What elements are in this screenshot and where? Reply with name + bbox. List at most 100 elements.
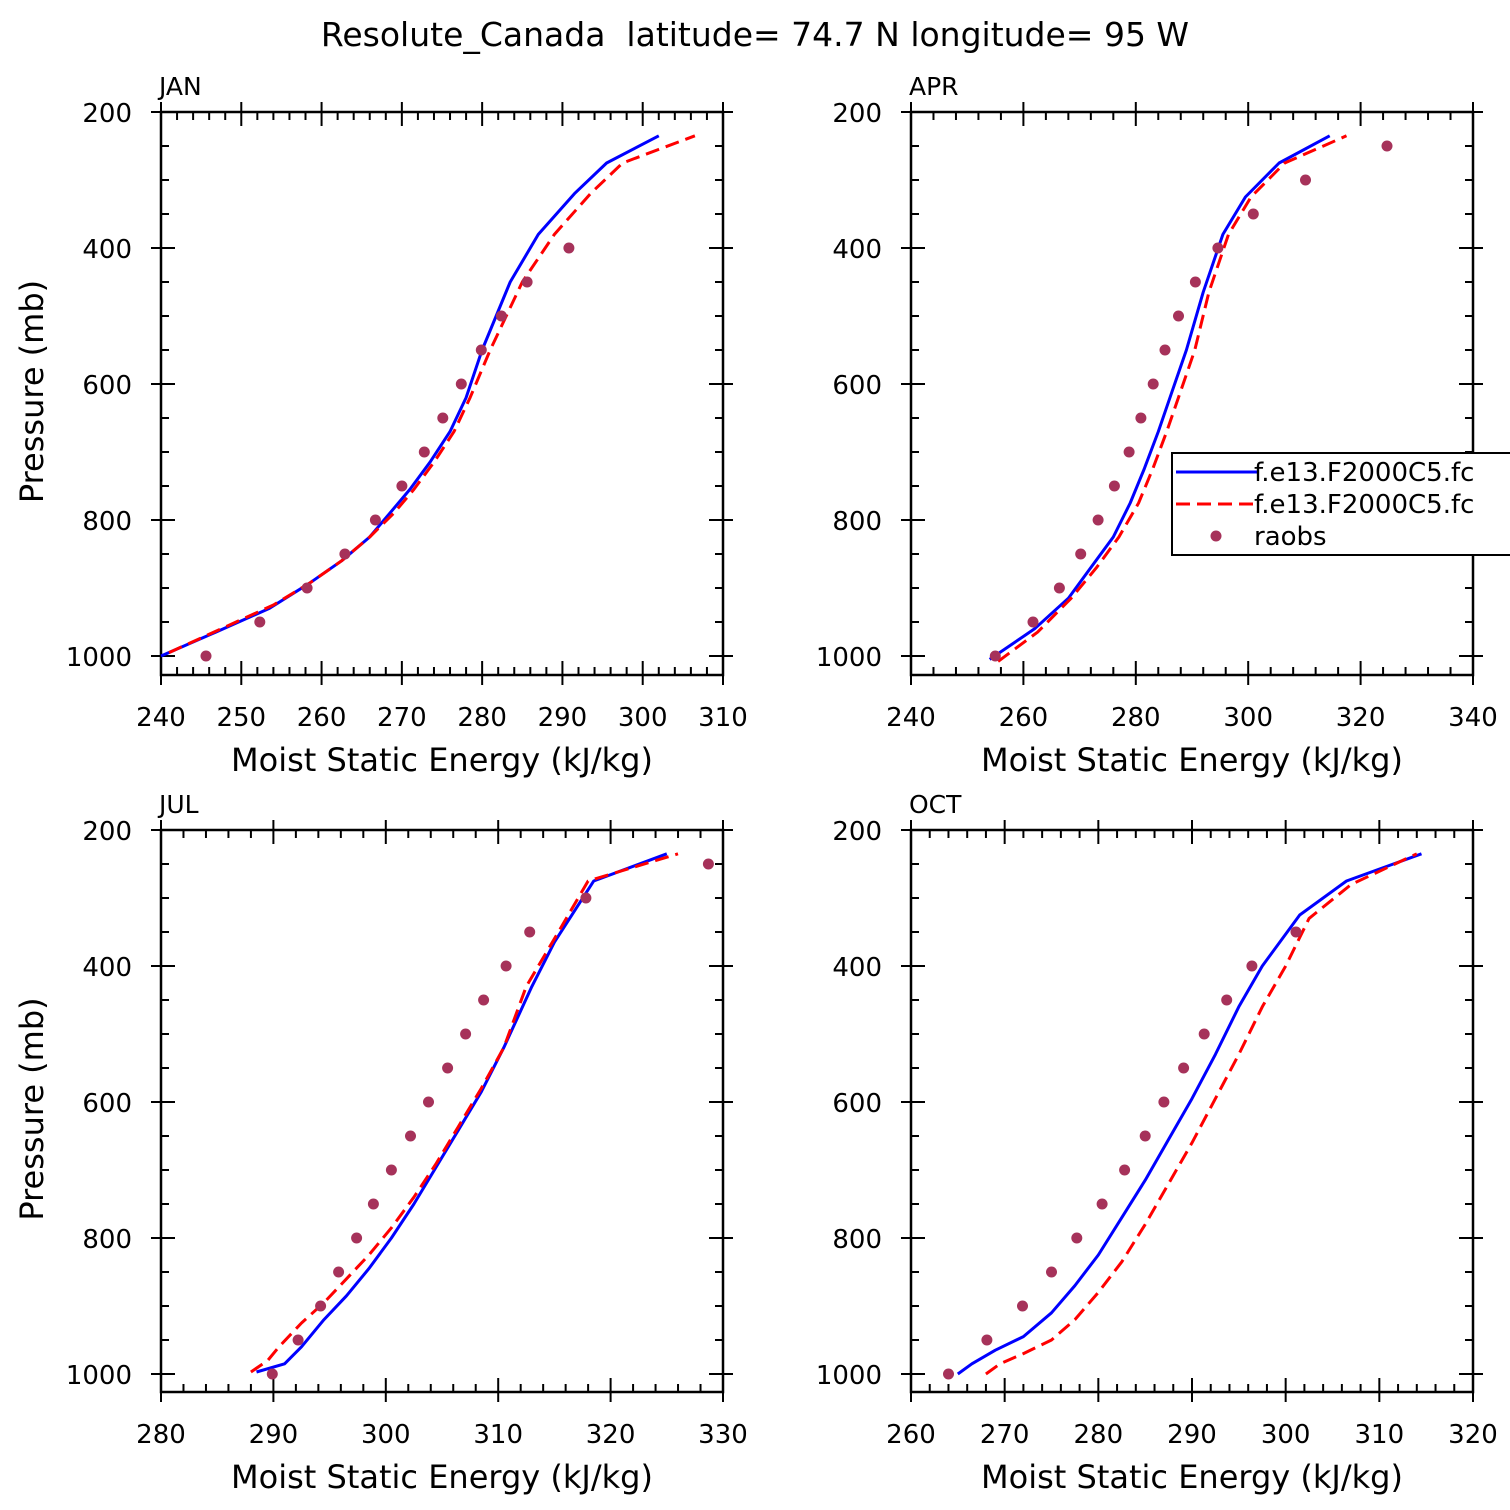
raobs-point [1300, 174, 1311, 186]
raobs-point [367, 1198, 379, 1210]
raobs-point [418, 446, 430, 458]
x-axis-label: Moist Static Energy (kJ/kg) [981, 1458, 1403, 1496]
panel-label: JAN [157, 72, 202, 101]
y-tick-label: 1000 [816, 643, 882, 673]
x-tick-label: 270 [377, 703, 427, 733]
plot-frame [909, 828, 1475, 1394]
y-tick-label: 400 [82, 953, 132, 983]
raobs-point [989, 650, 1001, 662]
panel-apr: 240 260 280 300 320 340 200 400 600 800 1000 APR Moi… [816, 72, 1498, 779]
series-solid-line [988, 134, 1331, 661]
raobs-point [521, 276, 533, 288]
raobs-point [702, 858, 714, 870]
x-tick-label: 280 [1074, 1420, 1124, 1450]
raobs-point [495, 310, 507, 322]
raobs-point [1135, 412, 1147, 424]
y-tick-label: 800 [82, 507, 132, 537]
raobs-point [351, 1232, 363, 1244]
raobs-point [500, 960, 512, 972]
raobs-point [1290, 926, 1302, 938]
y-tick-label: 200 [832, 99, 882, 129]
raobs-point [580, 892, 592, 904]
x-tick-label: 320 [586, 1420, 636, 1450]
x-tick-label: 250 [216, 703, 266, 733]
x-tick-label: 280 [136, 1420, 186, 1450]
raobs-point [1178, 1062, 1190, 1074]
x-tick-label: 270 [980, 1420, 1030, 1450]
raobs-point [423, 1096, 434, 1108]
legend-dot-swatch [1210, 530, 1222, 542]
legend-entry-label: raobs [1254, 522, 1327, 552]
raobs-point [1119, 1164, 1131, 1176]
y-axis-label: Pressure (mb) [13, 280, 51, 503]
x-tick-label: 290 [249, 1420, 299, 1450]
panel-label: OCT [909, 790, 962, 819]
raobs-point [943, 1368, 954, 1380]
x-tick-label: 280 [457, 703, 507, 733]
raobs-point [254, 616, 266, 628]
y-tick-label: 400 [82, 235, 132, 265]
x-tick-label: 320 [1448, 1420, 1498, 1450]
y-tick-label: 800 [82, 1225, 132, 1255]
raobs-point [200, 650, 212, 662]
y-tick-label: 200 [832, 817, 882, 847]
panel-label: APR [909, 72, 959, 101]
legend-entry-label: f.e13.F2000C5.fc [1254, 490, 1474, 520]
x-axis-label: Moist Static Energy (kJ/kg) [231, 1458, 653, 1496]
y-tick-label: 600 [832, 371, 882, 401]
x-tick-label: 300 [361, 1420, 411, 1450]
raobs-point [385, 1164, 397, 1176]
panel-oct: 260 270 280 290 300 310 320 200 400 600 800 1000 OCT… [816, 790, 1498, 1496]
x-tick-label: 300 [1223, 703, 1273, 733]
raobs-point [1017, 1300, 1028, 1312]
x-tick-label: 310 [698, 703, 748, 733]
x-tick-label: 320 [1336, 703, 1386, 733]
plot-frame [159, 110, 725, 677]
raobs-point [1189, 276, 1201, 288]
x-tick-label: 340 [1448, 703, 1498, 733]
series-dashed-line [250, 852, 679, 1374]
raobs-point [266, 1368, 278, 1380]
raobs-point [339, 548, 351, 560]
raobs-point [455, 378, 467, 390]
y-tick-label: 200 [82, 99, 132, 129]
x-tick-label: 310 [473, 1420, 523, 1450]
plot-frame [909, 110, 1475, 677]
legend-entry-label: f.e13.F2000C5.fc [1254, 458, 1474, 488]
x-tick-label: 300 [618, 703, 668, 733]
x-tick-label: 330 [698, 1420, 748, 1450]
y-tick-label: 400 [832, 235, 882, 265]
y-tick-label: 800 [832, 1225, 882, 1255]
raobs-point [1096, 1198, 1108, 1210]
raobs-point [1173, 310, 1184, 322]
x-tick-label: 290 [538, 703, 588, 733]
panels: 240 250 260 270 280 290 300 310 200 400 600 800 1000… [13, 72, 1510, 1496]
raobs-point [1212, 242, 1224, 254]
raobs-point [1159, 344, 1171, 356]
raobs-point [369, 514, 381, 526]
raobs-point [1198, 1028, 1210, 1040]
series-solid-line [956, 852, 1423, 1376]
y-tick-label: 600 [832, 1089, 882, 1119]
raobs-point [1147, 378, 1159, 390]
y-tick-label: 800 [832, 507, 882, 537]
y-tick-label: 600 [82, 1089, 132, 1119]
y-tick-label: 600 [82, 371, 132, 401]
x-tick-label: 240 [136, 703, 186, 733]
raobs-point [1139, 1130, 1151, 1142]
y-axis-label: Pressure (mb) [13, 997, 51, 1220]
x-tick-label: 260 [886, 1420, 936, 1450]
raobs-point [301, 582, 313, 594]
x-axis-label: Moist Static Energy (kJ/kg) [981, 741, 1403, 779]
raobs-point [1246, 960, 1258, 972]
raobs-point [1092, 514, 1104, 526]
raobs-point [1123, 446, 1135, 458]
raobs-point [460, 1028, 472, 1040]
panel-jan: 240 250 260 270 280 290 300 310 200 400 600 800 1000… [13, 72, 748, 779]
x-axis-label: Moist Static Energy (kJ/kg) [231, 741, 653, 779]
plot-frame [159, 828, 725, 1394]
x-tick-label: 280 [1111, 703, 1161, 733]
raobs-point [292, 1334, 304, 1346]
